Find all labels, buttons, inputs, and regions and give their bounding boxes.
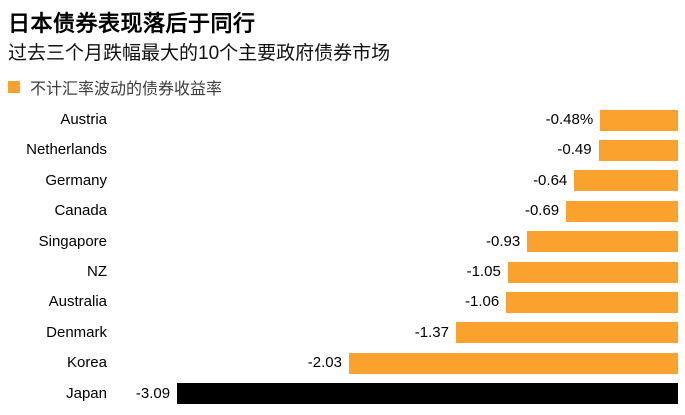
value-label: -0.69: [524, 202, 560, 220]
value-label: -0.64: [533, 171, 568, 189]
bar-row: NZ -1.05: [0, 257, 685, 287]
category-label: Korea: [66, 354, 107, 372]
bar: [566, 200, 678, 222]
legend-label: 不计汇率波动的债券收益率: [30, 81, 223, 98]
category-label: Austria: [60, 111, 107, 128]
bar: [507, 261, 678, 283]
bar-row: Denmark -1.37: [0, 318, 685, 348]
chart-subtitle: 过去三个月跌幅最大的10个主要政府债券市场: [8, 43, 391, 64]
bar: [348, 352, 678, 374]
legend: 不计汇率波动的债券收益率: [8, 75, 222, 99]
category-label: Germany: [45, 171, 107, 189]
bar: [527, 231, 678, 253]
value-label: -0.49: [557, 141, 592, 159]
bar: [600, 109, 678, 131]
value-label: -0.48%: [545, 111, 594, 128]
bar: [506, 292, 678, 314]
category-label: Singapore: [38, 232, 107, 250]
value-label: -0.93: [486, 232, 521, 250]
category-label: Australia: [48, 293, 107, 311]
bar: [177, 383, 678, 405]
value-label: -2.03: [307, 354, 342, 372]
category-label: Denmark: [46, 323, 107, 341]
chart-title: 日本债券表现落后于同行: [8, 11, 256, 36]
category-label: Netherlands: [26, 141, 107, 159]
bar-row: Canada -0.69: [0, 196, 685, 226]
bar-row: Australia -1.06: [0, 287, 685, 317]
bar-row: Korea -2.03: [0, 348, 685, 378]
bar-row: Austria -0.48%: [0, 105, 685, 135]
bar-row: Singapore -0.93: [0, 227, 685, 257]
category-label: NZ: [87, 262, 107, 280]
value-label: -1.05: [466, 262, 501, 280]
category-label: Japan: [66, 384, 107, 402]
bar: [574, 170, 678, 192]
category-label: Canada: [54, 202, 107, 220]
bar-chart: Austria -0.48% Netherlands -0.49 Germany…: [0, 105, 685, 409]
bar: [598, 140, 678, 162]
legend-swatch-icon: [8, 81, 20, 93]
bar-row: Japan -3.09: [0, 379, 685, 409]
bar-row: Germany -0.64: [0, 166, 685, 196]
bar-row: Netherlands -0.49: [0, 135, 685, 165]
value-label: -1.37: [414, 323, 449, 341]
value-label: -3.09: [135, 384, 171, 402]
bar: [455, 322, 678, 344]
value-label: -1.06: [464, 293, 500, 311]
